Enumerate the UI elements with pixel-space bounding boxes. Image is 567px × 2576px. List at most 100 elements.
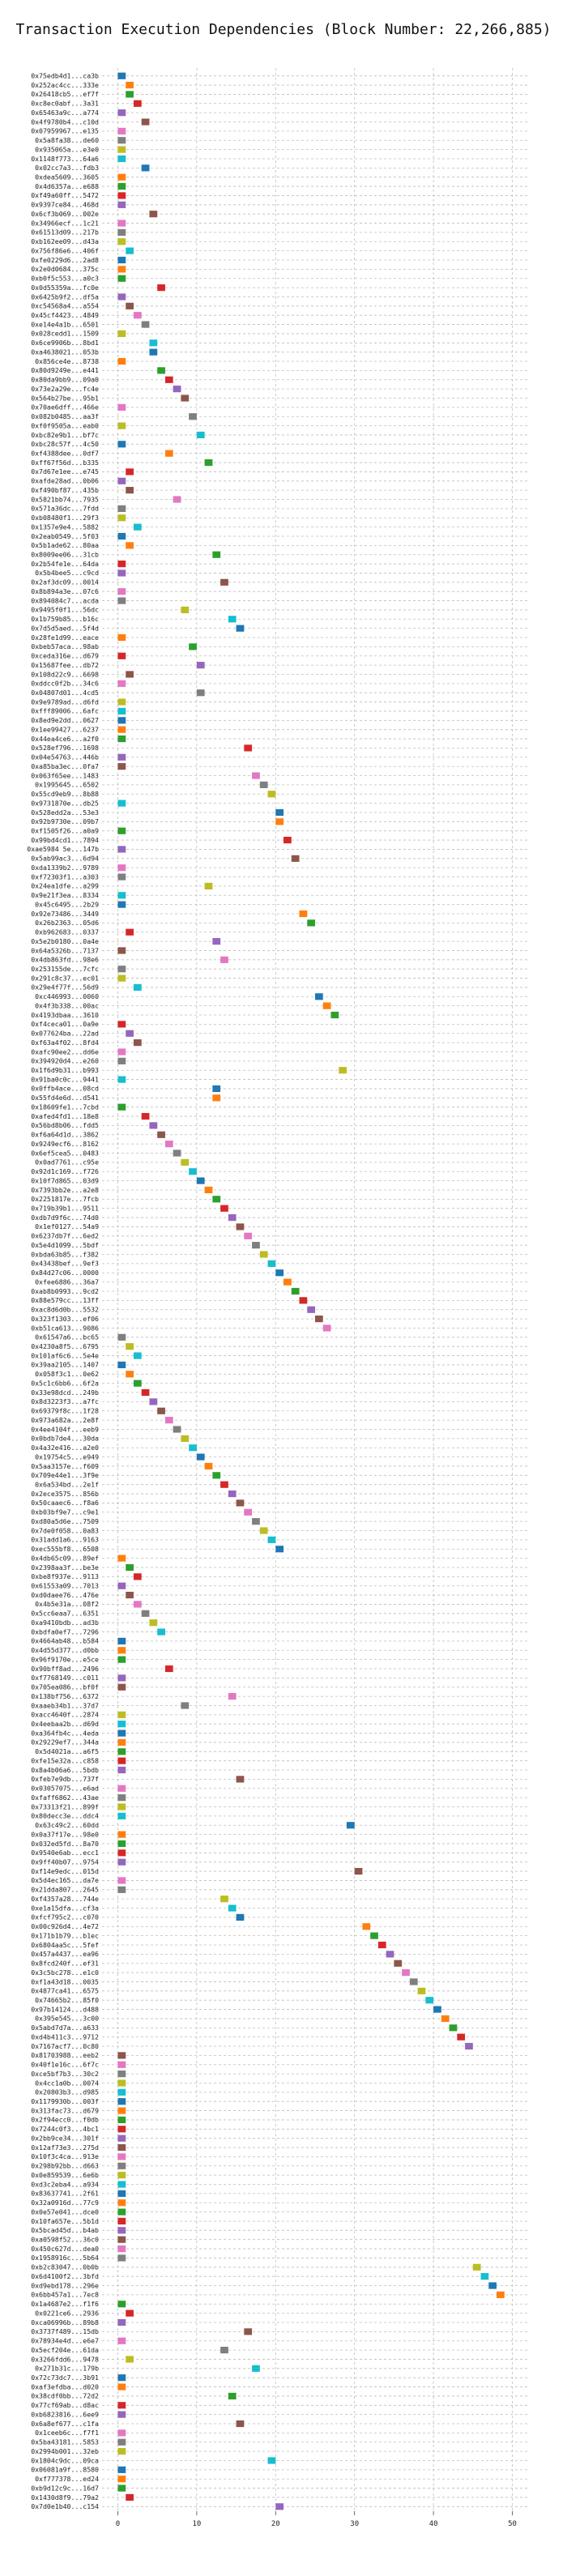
tx-bar	[449, 2024, 458, 2032]
tx-hash-label: 0xf4ceca01...0a9e	[31, 1020, 99, 1028]
tx-hash-label: 0x5abd7d7a...a633	[31, 2024, 99, 2032]
tx-hash-label: 0xfee6886...36a7	[35, 1277, 99, 1286]
tx-hash-label: 0x7d0e1b40...c154	[31, 2502, 99, 2510]
tx-hash-label: 0x271b31c...179b	[35, 2365, 99, 2373]
tx-hash-label: 0x20803b3...d985	[35, 2088, 99, 2096]
tx-hash-label: 0xf0f9505a...eab0	[31, 421, 99, 429]
tx-hash-label: 0xfff89006...6afc	[31, 707, 99, 715]
tx-bar	[284, 836, 292, 844]
tx-hash-label: 0xb08480f1...29f3	[31, 514, 99, 522]
tx-hash-label: 0x34966ecf...1c21	[31, 219, 99, 227]
tx-hash-label: 0x101af6c6...5e4e	[31, 1351, 99, 1359]
tx-bar	[117, 1858, 126, 1866]
tx-bar	[117, 1766, 126, 1774]
tx-hash-label: 0xf6a64d1d...3862	[31, 1131, 99, 1139]
tx-hash-label: 0x03057075...e6ad	[31, 1785, 99, 1793]
tx-bar	[117, 633, 126, 642]
tx-bar	[220, 1481, 228, 1488]
tx-bar	[133, 983, 142, 992]
tx-bar	[220, 578, 228, 586]
tx-bar	[117, 2135, 126, 2142]
tx-hash-label: 0x2398aa3f...be3e	[31, 1563, 99, 1572]
tx-hash-label: 0x29e4f77f...56d9	[31, 983, 99, 992]
tx-hash-label: 0x4a32e416...a2e0	[31, 1444, 99, 1452]
tx-hash-label: 0x74665b2...85f0	[35, 1996, 99, 2004]
tx-hash-label: 0xafde28ad...0b06	[31, 477, 99, 485]
tx-bar	[196, 431, 205, 439]
tx-hash-label: 0xb0f5c553...a0c3	[31, 275, 99, 283]
tx-hash-label: 0xb962683...0337	[35, 928, 99, 936]
tx-hash-label: 0x0a37f17e...98e0	[31, 1830, 99, 1838]
tx-bar	[189, 1168, 197, 1175]
tx-bar	[117, 2098, 126, 2105]
tx-hash-label: 0xc54568a4...a554	[31, 302, 99, 310]
tx-hash-label: 0x45c6495...2b29	[35, 900, 99, 908]
tx-hash-label: 0x56bd8b06...fdd5	[31, 1121, 99, 1129]
tx-hash-label: 0x0221ce6...2936	[35, 2309, 99, 2317]
tx-hash-label: 0xac8d6d0b...5532	[31, 1306, 99, 1314]
tx-hash-label: 0x24ea1dfe...a299	[31, 882, 99, 890]
tx-bar	[157, 284, 165, 292]
tx-bar	[133, 100, 142, 107]
tx-bar	[480, 2273, 489, 2280]
tx-bar	[275, 1546, 284, 1553]
tx-bar	[133, 1601, 142, 1608]
tx-hash-label: 0x082b0485...aa3f	[31, 412, 99, 420]
tx-hash-label: 0x97b14124...d488	[31, 2005, 99, 2013]
tx-hash-label: 0x2f94ecc0...f0db	[31, 2116, 99, 2124]
tx-bar	[117, 1103, 126, 1111]
tx-bar	[117, 220, 126, 227]
tx-hash-label: 0x10f3c4ca...913e	[31, 2152, 99, 2160]
tx-bar	[212, 551, 221, 558]
tx-bar	[117, 1711, 126, 1718]
tx-hash-label: 0x92d1c169...f726	[31, 1167, 99, 1175]
tx-hash-label: 0x9731870e...db25	[31, 799, 99, 807]
tx-hash-label: 0x32a0916d...77c9	[31, 2199, 99, 2207]
tx-hash-label: 0xfe15e32a...c858	[31, 1756, 99, 1764]
tx-bar	[117, 1849, 126, 1857]
tx-hash-label: 0x81703988...eeb2	[31, 2051, 99, 2059]
tx-bar	[117, 514, 126, 522]
tx-hash-label: 0x73313f21...899f	[31, 1802, 99, 1810]
tx-bar	[346, 1822, 355, 1829]
tx-bar	[117, 560, 126, 568]
tx-hash-label: 0x31add1a6...9163	[31, 1536, 99, 1544]
tx-hash-label: 0x171b1b79...b1ec	[31, 1931, 99, 1939]
x-tick-label: 0	[116, 2520, 120, 2528]
tx-hash-label: 0xafed4fd1...18e8	[31, 1112, 99, 1120]
tx-hash-label: 0x70ae6dff...466e	[31, 403, 99, 412]
grid-layer	[102, 68, 528, 2511]
tx-hash-label: 0x4230a8f5...6795	[31, 1342, 99, 1350]
tx-hash-label: 0x04807d01...4cd5	[31, 689, 99, 697]
tx-hash-label: 0x6bb457a1...7ec8	[31, 2291, 99, 2299]
tx-hash-label: 0x9e9789ad...d6fd	[31, 697, 99, 706]
tx-bar	[173, 386, 181, 393]
tx-bar	[173, 496, 181, 503]
tx-bar	[488, 2282, 497, 2289]
tx-bar	[149, 348, 158, 356]
tx-hash-label: 0x00c926d4...4e72	[31, 1922, 99, 1930]
tx-bar	[117, 2071, 126, 2078]
tx-bar	[141, 118, 150, 126]
tx-bar	[149, 1398, 158, 1405]
tx-hash-label: 0xb2c83047...0b0b	[31, 2263, 99, 2271]
tx-bar	[284, 1278, 292, 1286]
tx-bar	[126, 1563, 134, 1572]
tx-bar	[117, 275, 126, 282]
tx-bar	[322, 1002, 331, 1009]
tx-bar	[275, 818, 284, 825]
tx-bar	[259, 1251, 268, 1258]
tx-bar	[117, 2374, 126, 2382]
tx-bar	[117, 1757, 126, 1764]
tx-bar	[117, 873, 126, 881]
tx-hash-label: 0x6cf3b069...002e	[31, 210, 99, 218]
tx-bar	[370, 1932, 378, 1939]
tx-bar	[117, 2190, 126, 2197]
tx-bar	[204, 882, 213, 889]
tx-hash-label: 0x5bcad45d...b4ab	[31, 2226, 99, 2234]
tx-hash-label: 0x64a5326b...7137	[31, 946, 99, 954]
tx-bar	[244, 1232, 253, 1239]
tx-hash-label: 0x6425b9f2...df5a	[31, 292, 99, 301]
tx-bar	[267, 1260, 276, 1267]
tx-hash-label: 0x5aa3157e...f609	[31, 1462, 99, 1470]
